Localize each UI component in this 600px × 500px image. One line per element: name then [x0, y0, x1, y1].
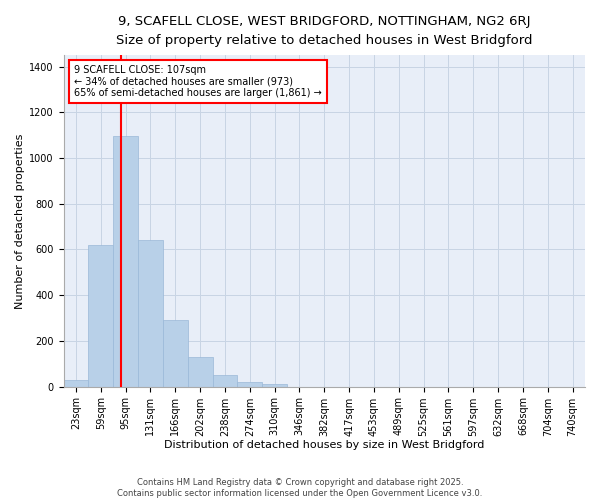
- Title: 9, SCAFELL CLOSE, WEST BRIDGFORD, NOTTINGHAM, NG2 6RJ
Size of property relative : 9, SCAFELL CLOSE, WEST BRIDGFORD, NOTTIN…: [116, 15, 533, 47]
- Bar: [212, 375, 238, 386]
- Bar: [188, 357, 212, 386]
- Bar: [88, 245, 113, 386]
- Text: 9 SCAFELL CLOSE: 107sqm
← 34% of detached houses are smaller (973)
65% of semi-d: 9 SCAFELL CLOSE: 107sqm ← 34% of detache…: [74, 65, 322, 98]
- Bar: [163, 320, 188, 386]
- Bar: [138, 240, 163, 386]
- Bar: [113, 136, 138, 386]
- Bar: [238, 382, 262, 386]
- Bar: [64, 380, 88, 386]
- Bar: [262, 384, 287, 386]
- Text: Contains HM Land Registry data © Crown copyright and database right 2025.
Contai: Contains HM Land Registry data © Crown c…: [118, 478, 482, 498]
- Y-axis label: Number of detached properties: Number of detached properties: [15, 133, 25, 308]
- X-axis label: Distribution of detached houses by size in West Bridgford: Distribution of detached houses by size …: [164, 440, 484, 450]
